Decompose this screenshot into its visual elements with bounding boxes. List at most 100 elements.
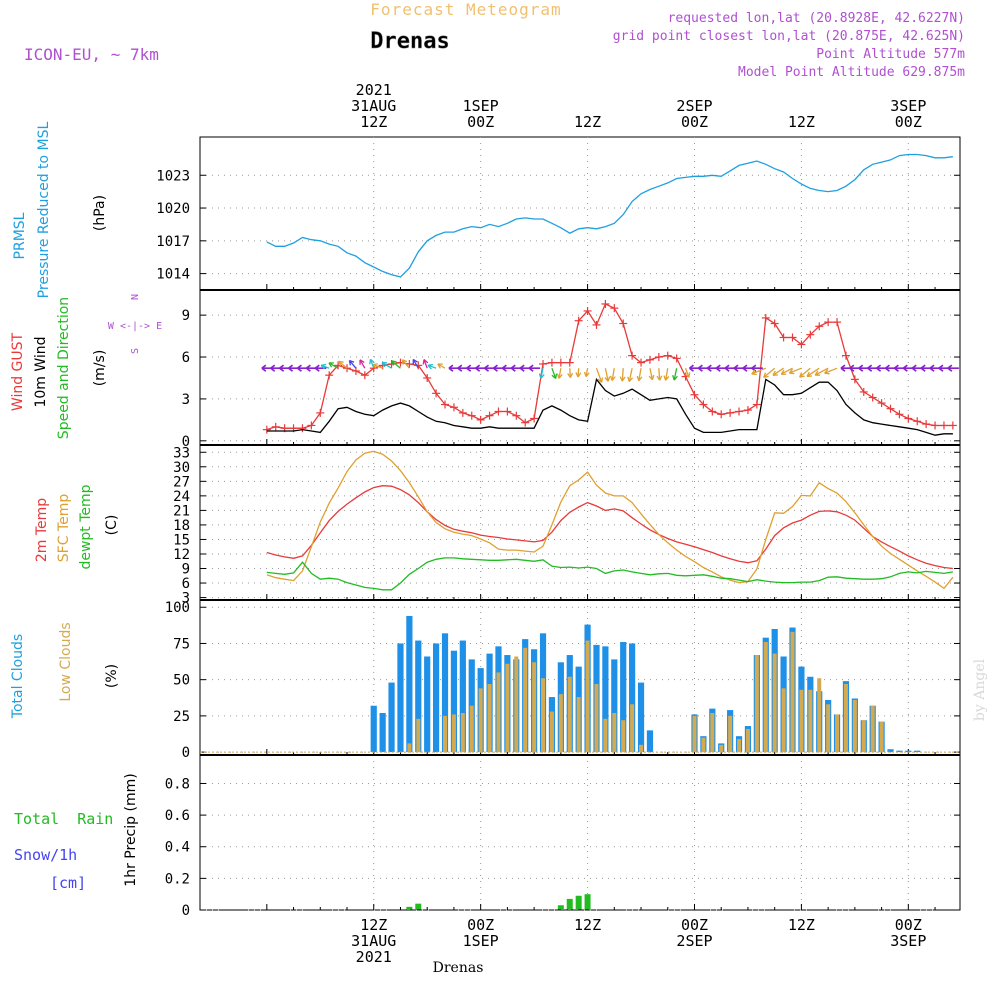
low-clouds-bar bbox=[478, 688, 483, 753]
wind-direction-arrow bbox=[372, 364, 383, 369]
top-time-label: 2SEP bbox=[676, 97, 712, 115]
wind-direction-arrow bbox=[664, 368, 669, 381]
low-clouds-bar bbox=[567, 676, 572, 753]
wind-direction-arrow bbox=[369, 359, 375, 369]
footer-location: Drenas bbox=[433, 960, 484, 976]
wind-direction-arrow bbox=[649, 368, 654, 380]
compass-mid: W <-|-> E bbox=[108, 321, 162, 332]
point-altitude: Point Altitude 577m bbox=[816, 47, 965, 62]
clouds-unit-label: (%) bbox=[104, 664, 120, 688]
precip-frame bbox=[199, 754, 961, 911]
total-clouds-bar bbox=[914, 750, 921, 753]
total-clouds-bar bbox=[611, 659, 618, 753]
wind-direction-arrow bbox=[423, 359, 428, 369]
wind-direction-arrow bbox=[540, 368, 544, 379]
y-tick-label: 0.6 bbox=[165, 808, 190, 824]
top-time-label: 3SEP bbox=[890, 97, 926, 115]
y-tick-label: 18 bbox=[173, 518, 190, 534]
top-time-label: 31AUG bbox=[351, 97, 396, 115]
wind-direction-arrow bbox=[569, 368, 572, 378]
low-clouds-bar bbox=[745, 728, 750, 753]
y-tick-label: 9 bbox=[182, 562, 190, 578]
low-clouds-bar bbox=[835, 714, 840, 753]
y-tick-label: 0.2 bbox=[165, 871, 190, 887]
pressure-panel: 1014 1017 1020 1023 bbox=[156, 136, 961, 291]
low-clouds-bar bbox=[576, 697, 581, 753]
low-clouds-bar bbox=[870, 705, 875, 753]
wind-direction-arrowhead bbox=[751, 369, 757, 376]
bottom-time-label: 3SEP bbox=[890, 932, 926, 950]
top-time-label: 2021 bbox=[356, 81, 392, 99]
low-clouds-bar bbox=[443, 715, 448, 753]
bottom-time-label: 2SEP bbox=[676, 932, 712, 950]
wind-direction-arrow bbox=[577, 368, 580, 378]
low-clouds-bar bbox=[799, 689, 804, 753]
wind-direction-arrowhead bbox=[328, 362, 334, 368]
wind-direction-arrow bbox=[401, 359, 410, 369]
low-clouds-bar bbox=[710, 712, 715, 753]
low-clouds-bar bbox=[532, 662, 537, 753]
wind-direction-arrowhead bbox=[648, 374, 655, 381]
wind-unit-label: (m/s) bbox=[92, 350, 108, 387]
wind-direction-arrowhead bbox=[575, 372, 582, 378]
wind-gust-line bbox=[266, 303, 953, 431]
wind-direction-arrowhead bbox=[684, 372, 691, 378]
low-clouds-bar bbox=[541, 678, 546, 753]
total-clouds-bar bbox=[887, 749, 894, 753]
wind-direction-arrowhead bbox=[437, 363, 443, 369]
y-tick-label: 6 bbox=[182, 576, 190, 592]
wind-direction-arrow bbox=[814, 367, 829, 376]
low-clouds-bar bbox=[692, 715, 697, 753]
total-clouds-bar bbox=[433, 643, 440, 753]
compass-s: S bbox=[130, 348, 141, 354]
sfc-temp-line bbox=[266, 450, 954, 590]
total-clouds-bar bbox=[370, 705, 377, 753]
wind-direction-arrow bbox=[558, 368, 562, 379]
wind-direction-arrow bbox=[638, 368, 642, 381]
total-clouds-bar bbox=[379, 712, 386, 753]
dewpt-temp-line bbox=[266, 557, 954, 591]
wind-direction-arrowhead bbox=[372, 363, 378, 369]
wind-direction-arrowhead bbox=[422, 359, 429, 365]
rain-bar bbox=[557, 905, 564, 910]
wind-direction-arrowhead bbox=[597, 377, 604, 383]
wind-direction-arrow bbox=[789, 367, 802, 374]
top-time-label: 1SEP bbox=[463, 97, 499, 115]
wind-direction-arrowhead bbox=[672, 375, 678, 381]
y-tick-label: 100 bbox=[165, 600, 190, 616]
wind-direction-arrowhead bbox=[320, 363, 327, 370]
pressure-reduced-label: Pressure Reduced to MSL bbox=[36, 121, 52, 298]
wind-direction-arrow bbox=[824, 367, 838, 374]
total-clouds-bar bbox=[397, 643, 404, 753]
low-clouds-bar bbox=[781, 688, 786, 753]
cloud-panel-labels: Total Clouds Low Clouds (%) bbox=[10, 622, 120, 719]
gust-label: Wind GUST bbox=[10, 332, 26, 411]
low-clouds-bar bbox=[826, 704, 831, 753]
wind-direction-arrowhead bbox=[427, 363, 434, 370]
wind-direction-arrowhead bbox=[538, 373, 545, 379]
watermark: by Angel bbox=[972, 658, 988, 721]
wind-direction-arrowhead bbox=[763, 372, 769, 379]
wind-direction-arrow bbox=[658, 368, 661, 381]
top-time-label: 00Z bbox=[467, 113, 494, 131]
wind-direction-arrowhead bbox=[567, 372, 574, 378]
bottom-time-label: 1SEP bbox=[463, 932, 499, 950]
top-time-label: 00Z bbox=[895, 113, 922, 131]
low-clouds-bar bbox=[594, 684, 599, 753]
low-clouds-bar bbox=[407, 743, 412, 753]
low-clouds-bar bbox=[790, 631, 795, 753]
temp-unit-label: (C) bbox=[104, 515, 120, 536]
wind-direction-arrow bbox=[628, 368, 633, 382]
low-clouds-bar bbox=[879, 721, 884, 753]
y-tick-label: 33 bbox=[173, 445, 190, 461]
low-clouds-bar bbox=[505, 663, 510, 753]
top-time-label: 12Z bbox=[788, 113, 815, 131]
location-title: Drenas bbox=[370, 29, 449, 54]
y-tick-label: 0.8 bbox=[165, 776, 190, 792]
bottom-time-label: 00Z bbox=[681, 916, 708, 934]
snow-label: Snow/1h bbox=[14, 846, 77, 864]
low-clouds-bar bbox=[451, 714, 456, 753]
speed-dir-label: Speed and Direction bbox=[56, 297, 72, 439]
prmsl-label: PRMSL bbox=[12, 212, 28, 259]
